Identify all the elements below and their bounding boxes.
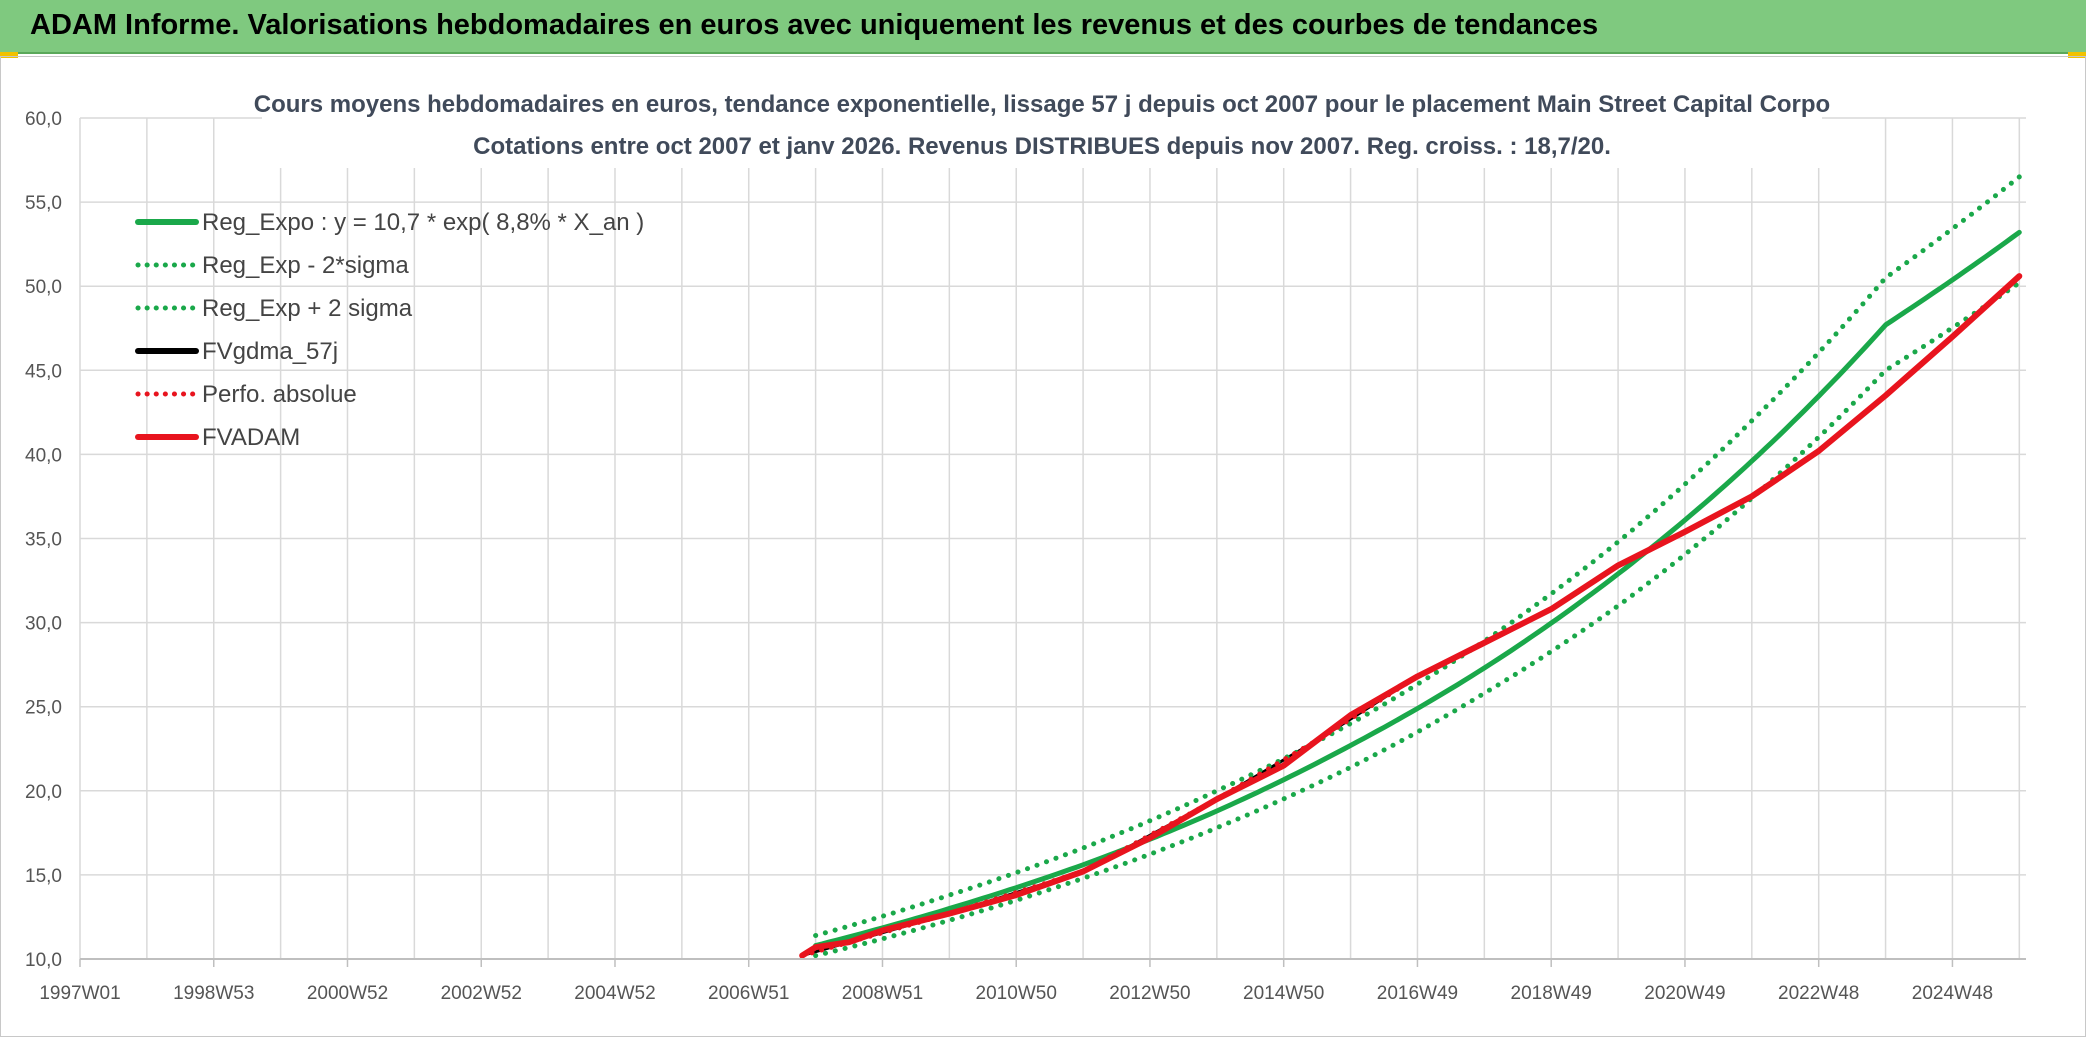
series-line-1 (813, 280, 2022, 959)
banner-title: ADAM Informe. Valorisations hebdomadaire… (30, 9, 1599, 41)
y-tick-label: 15,0 (25, 866, 62, 887)
y-tick-label: 35,0 (25, 530, 62, 551)
y-tick-label: 25,0 (25, 698, 62, 719)
y-tick-label: 45,0 (25, 361, 62, 382)
axes: 10,0 15,0 20,0 25,0 30,0 35,0 40,0 45,0 50,0 55,0… (25, 109, 2026, 1004)
chart-subtitle: Cotations entre oct 2007 et janv 2026. R… (473, 133, 1611, 160)
x-tick-label: 2004W52 (574, 983, 655, 1004)
legend-label-5: FVADAM (202, 424, 300, 451)
title-backdrop (262, 86, 1822, 168)
chart-title: Cours moyens hebdomadaires en euros, ten… (254, 91, 1830, 118)
x-tick-label: 1998W53 (173, 983, 254, 1004)
x-tick-label: 2016W49 (1377, 983, 1458, 1004)
x-tick-label: 2012W50 (1109, 983, 1190, 1004)
y-tick-label: 50,0 (25, 277, 62, 298)
banner: ADAM Informe. Valorisations hebdomadaire… (0, 0, 2086, 54)
x-tick-label: 2010W50 (976, 983, 1057, 1004)
series-layer (799, 174, 2023, 959)
x-tick-label: 2022W48 (1778, 983, 1859, 1004)
series-line-2 (813, 174, 2022, 938)
x-tick-label: 2018W49 (1511, 983, 1592, 1004)
y-tick-label: 20,0 (25, 782, 62, 803)
legend-label-0: Reg_Expo : y = 10,7 * exp( 8,8% * X_an ) (202, 209, 644, 236)
corner-tab-right (2068, 52, 2086, 58)
y-tick-label: 30,0 (25, 614, 62, 635)
y-tick-label: 55,0 (25, 193, 62, 214)
y-tick-label: 10,0 (25, 950, 62, 971)
legend-label-3: FVgdma_57j (202, 338, 338, 365)
grid (79, 117, 2026, 960)
x-tick-label: 2020W49 (1644, 983, 1725, 1004)
x-tick-label: 2002W52 (441, 983, 522, 1004)
series-line-0 (813, 229, 2022, 948)
series-line-5 (799, 273, 2023, 959)
y-tick-label: 40,0 (25, 445, 62, 466)
legend-label-4: Perfo. absolue (202, 381, 357, 408)
x-tick-label: 2024W48 (1912, 983, 1993, 1004)
legend: Reg_Expo : y = 10,7 * exp( 8,8% * X_an )… (135, 209, 644, 451)
legend-label-1: Reg_Exp - 2*sigma (202, 252, 409, 279)
x-tick-label: 2008W51 (842, 983, 923, 1004)
x-tick-label: 1997W01 (39, 983, 120, 1004)
x-tick-label: 2000W52 (307, 983, 388, 1004)
x-tick-label: 2006W51 (708, 983, 789, 1004)
legend-label-2: Reg_Exp + 2 sigma (202, 295, 413, 322)
x-tick-label: 2014W50 (1243, 983, 1324, 1004)
corner-tab-left (0, 52, 18, 58)
y-tick-label: 60,0 (25, 109, 62, 130)
